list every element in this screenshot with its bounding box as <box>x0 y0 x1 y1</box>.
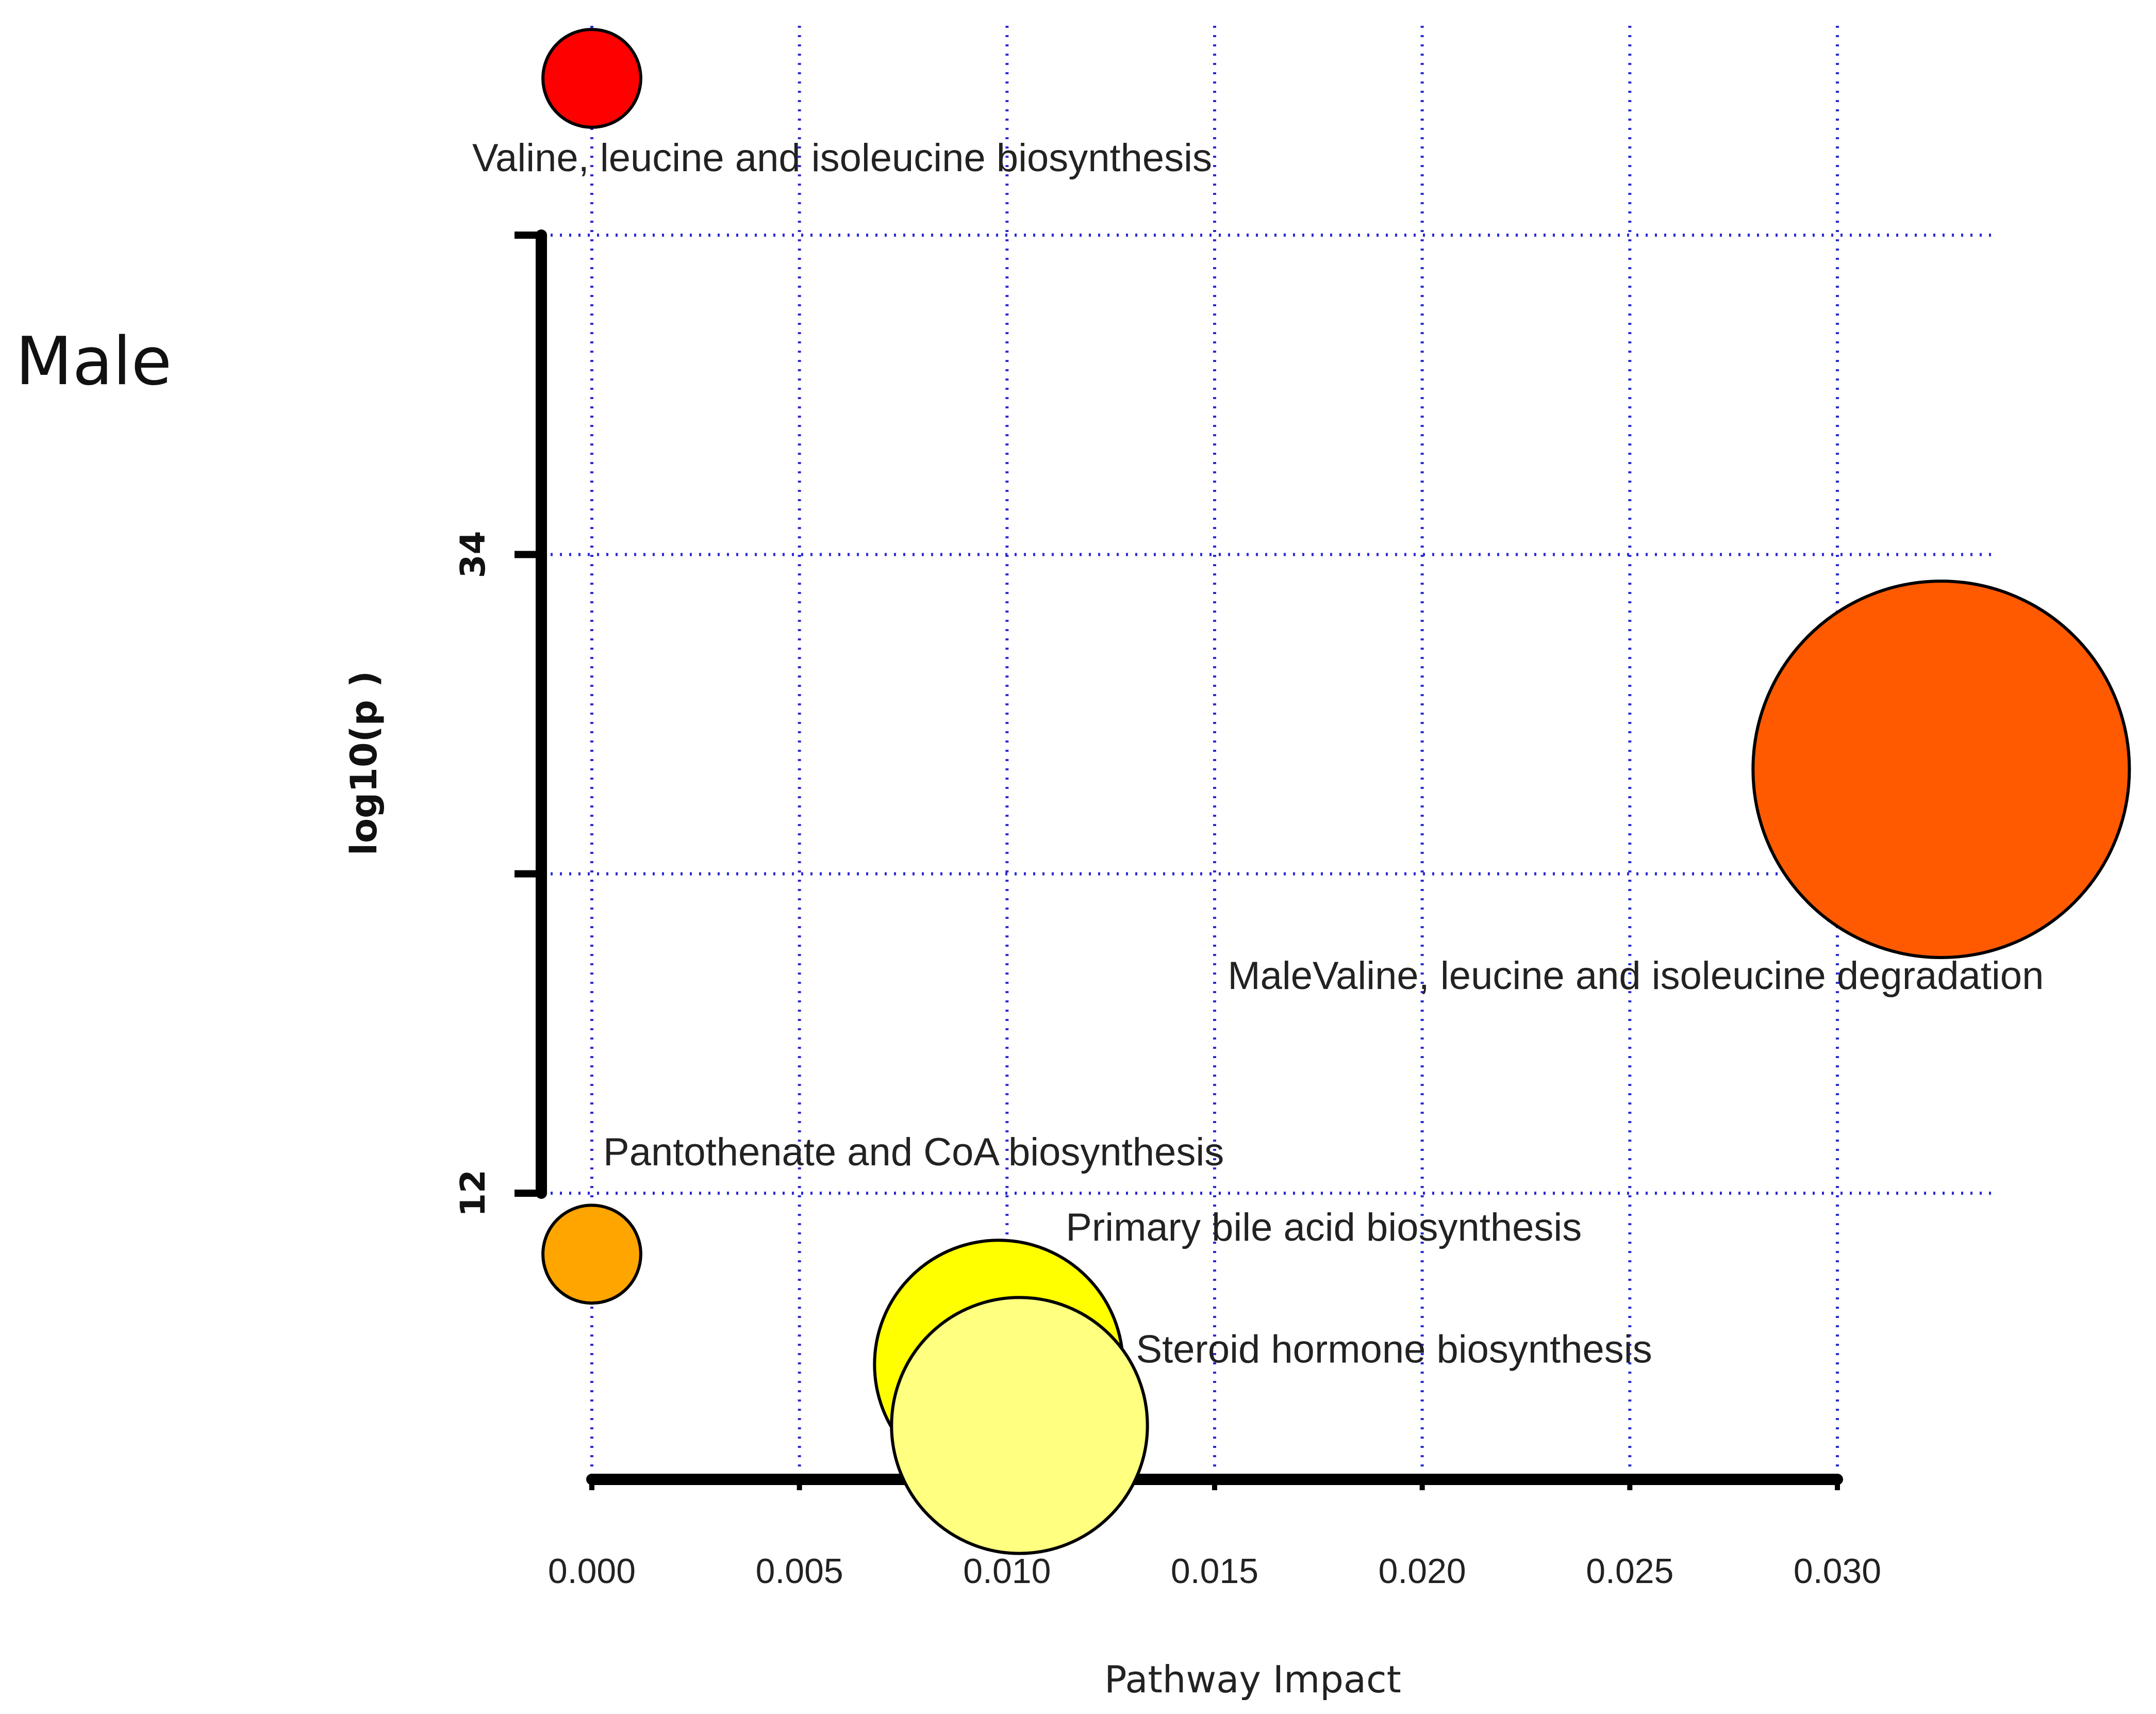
point-label-2: Pantothenate and CoA biosynthesis <box>603 1130 1224 1174</box>
x-tick-label-5: 0.025 <box>1586 1552 1673 1591</box>
x-tick-label-4: 0.020 <box>1379 1552 1466 1591</box>
y-tick-label-0: 12 <box>453 1169 493 1217</box>
panel-title: Male <box>15 323 172 400</box>
y-axis-title: log10(p ) <box>343 671 385 855</box>
x-axis-title: Pathway Impact <box>1104 1658 1401 1701</box>
axis-ticks: 0.000 0.005 0.010 0.015 0.020 0.025 0.030 12 34 <box>453 232 1881 1591</box>
point-label-4: Steroid hormone biosynthesis <box>1136 1327 1652 1371</box>
data-point-0 <box>541 28 642 129</box>
data-point-1 <box>1751 579 2131 959</box>
y-tick-label-2: 34 <box>453 531 493 578</box>
grid <box>541 26 1991 1479</box>
point-label-0: Valine, leucine and isoleucine biosynthe… <box>472 136 1212 180</box>
x-tick-label-3: 0.015 <box>1171 1552 1258 1591</box>
x-tick-label-1: 0.005 <box>756 1552 843 1591</box>
x-tick-label-0: 0.000 <box>548 1552 636 1591</box>
data-point-2 <box>541 1204 642 1305</box>
data-point-4 <box>890 1296 1149 1555</box>
x-tick-label-6: 0.030 <box>1794 1552 1881 1591</box>
point-labels: Valine, leucine and isoleucine biosynthe… <box>472 136 2044 1371</box>
point-label-1: MaleValine, leucine and isoleucine degra… <box>1228 954 2044 998</box>
x-tick-label-2: 0.010 <box>963 1552 1051 1591</box>
point-label-3: Primary bile acid biosynthesis <box>1066 1206 1582 1249</box>
data-points <box>541 28 2131 1555</box>
